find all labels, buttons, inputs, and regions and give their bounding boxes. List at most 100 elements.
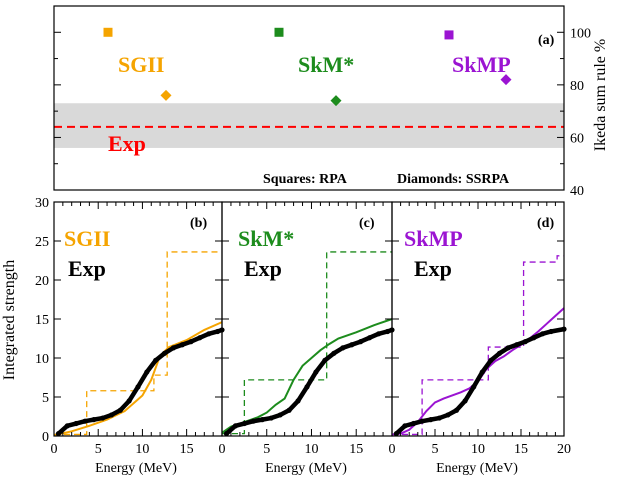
xtick-label: 0: [219, 442, 226, 457]
ytick-label: 15: [35, 313, 49, 328]
panel-b: 0 5 10 15 0 5 10 15 20 25 30 (b) SGII Exp Integrat…: [1, 196, 225, 476]
exp-point: [259, 417, 265, 423]
xtick-label: 10: [304, 442, 318, 457]
xtick-label: 5: [263, 442, 270, 457]
a-ytick-label: 60: [570, 131, 584, 146]
panel-c-plot: [221, 201, 395, 437]
exp-point: [384, 328, 391, 335]
exp-point: [206, 331, 212, 337]
exp-point: [304, 384, 310, 390]
exp-point: [126, 398, 132, 404]
exp-point: [153, 357, 159, 363]
exp-point: [514, 342, 520, 348]
exp-point: [55, 431, 62, 437]
exp-point: [144, 369, 150, 375]
exp-point: [453, 407, 460, 413]
panel-b-label: (b): [190, 216, 207, 231]
series-exp-dots: [224, 327, 393, 436]
panel-a-ticks: [54, 31, 564, 191]
rpa-marker-skms: [274, 27, 284, 37]
exp-point: [179, 342, 185, 348]
xtick-label: 5: [95, 442, 102, 457]
panel-d-tick-labels: 0 5 10 15 20: [389, 442, 572, 457]
panel-a-frame: [53, 5, 565, 191]
exp-point: [135, 384, 141, 390]
exp-point: [349, 342, 355, 348]
ytick-label: 10: [35, 352, 49, 367]
series-skms-solid: [221, 318, 393, 434]
panel-a-markers: [103, 27, 512, 107]
legend-rpa: Squares: RPA: [263, 172, 348, 187]
ytick-label: 0: [42, 430, 49, 445]
xtick-label: 15: [514, 442, 528, 457]
exp-point: [367, 335, 373, 341]
xtick-label: 15: [349, 442, 363, 457]
exp-point: [445, 412, 451, 418]
exp-point: [313, 369, 319, 375]
exp-point: [322, 357, 328, 363]
exp-point: [232, 423, 239, 429]
ssrpa-marker-skmp: [500, 74, 512, 86]
exp-point: [471, 384, 477, 390]
panel-c: 0 5 10 15 (c) SkM* Exp Energy (MeV): [219, 201, 395, 476]
exp-point: [91, 417, 97, 423]
a-ytick-label: 40: [570, 184, 584, 199]
exp-point: [522, 339, 528, 345]
exp-point: [428, 417, 434, 423]
exp-point: [82, 418, 88, 424]
ssrpa-marker-sgii: [160, 89, 172, 101]
group-label-sgii: SGII: [118, 52, 164, 77]
panel-a-ylabel: Ikeda sum rule %: [592, 39, 609, 151]
exp-point: [410, 420, 417, 427]
exp-point: [277, 412, 283, 418]
xtick-label: 10: [471, 442, 485, 457]
legend-exp-c: Exp: [244, 256, 282, 281]
exp-point: [375, 331, 382, 337]
group-label-skmp: SkMP: [452, 52, 511, 77]
panel-d-xlabel: Energy (MeV): [436, 461, 518, 476]
panel-c-tick-labels: 0 5 10 15: [219, 442, 364, 457]
xtick-label: 20: [557, 442, 571, 457]
series-sgii-dashed: [54, 251, 222, 436]
panel-a: 40 60 80 100 (a) Ikeda sum rule % SGII SkM*…: [53, 5, 609, 199]
exp-point: [402, 423, 408, 429]
xtick-label: 0: [51, 442, 58, 457]
panel-b-xlabel: Energy (MeV): [95, 461, 177, 476]
exp-point: [479, 369, 485, 375]
exp-point: [295, 398, 301, 404]
group-label-skms: SkM*: [298, 52, 354, 77]
exp-point: [100, 415, 106, 421]
exp-point: [188, 339, 194, 345]
exp-point: [241, 420, 247, 427]
series-skmp-dashed: [392, 255, 564, 436]
exp-point: [496, 350, 503, 356]
panel-b-tick-labels: 0 5 10 15 0 5 10 15 20 25 30: [35, 196, 194, 457]
exp-point: [117, 407, 123, 413]
series-skmp-solid: [391, 307, 565, 436]
panel-d-label: (d): [537, 216, 554, 231]
exp-point: [73, 420, 79, 427]
a-ytick-label: 100: [570, 26, 591, 41]
exp-point: [197, 335, 203, 341]
ssrpa-marker-skms: [330, 95, 342, 107]
xtick-label: 5: [432, 442, 439, 457]
panel-c-xlabel: Energy (MeV): [265, 461, 347, 476]
exp-point: [539, 331, 546, 337]
exp-point: [340, 345, 346, 351]
rpa-marker-sgii: [103, 27, 113, 37]
exp-point: [548, 328, 554, 335]
xtick-label: 15: [180, 442, 194, 457]
exp-point: [488, 357, 494, 363]
panel-d-plot: [391, 201, 567, 437]
exp-point: [170, 345, 176, 351]
legend-exp-b: Exp: [68, 256, 106, 281]
legend-exp-d: Exp: [414, 256, 452, 281]
exp-point: [108, 412, 115, 418]
exp-point: [393, 431, 399, 437]
xtick-label: 10: [135, 442, 149, 457]
exp-point: [462, 398, 468, 404]
exp-point: [286, 407, 292, 413]
ytick-label: 5: [42, 391, 49, 406]
exp-point: [419, 418, 425, 424]
